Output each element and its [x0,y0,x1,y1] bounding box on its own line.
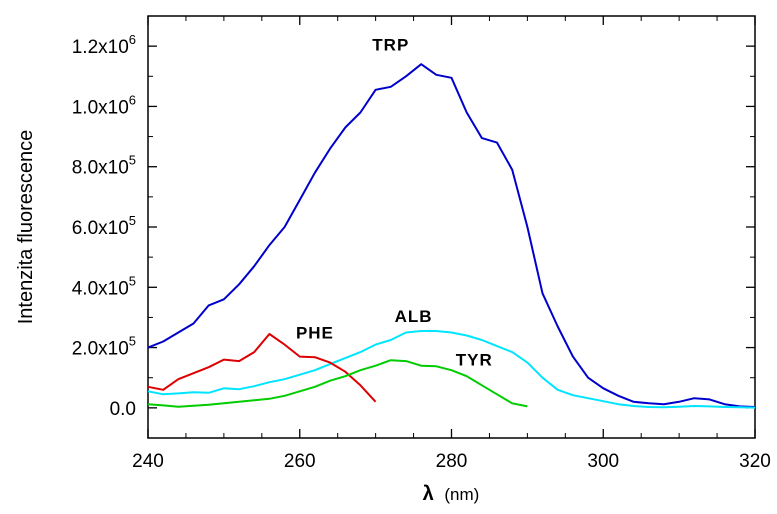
y-tick-label: 4.0x105 [72,273,136,299]
series-line-tyr [147,359,528,408]
x-tick-label: 300 [587,451,619,472]
x-axis-symbol: λ [423,483,434,505]
x-tick-label: 260 [284,451,316,472]
y-tick-label: 1.2x106 [72,32,136,58]
y-tick-label: 6.0x105 [72,213,136,239]
x-tick-label: 240 [132,451,164,472]
x-axis-unit: (nm) [444,485,479,504]
series-label-tyr: TYR [456,351,493,370]
series-labels: TRP ALB PHE TYR [296,36,493,370]
series-label-phe: PHE [296,324,334,343]
y-tick-label: 8.0x105 [72,153,136,179]
x-axis-title: λ (nm) [423,483,480,505]
series-lines [147,63,756,409]
x-tick-label: 280 [436,451,468,472]
series-label-trp: TRP [372,36,409,55]
axis-ticks: 240 260 280 300 320 0.0 2.0x105 4.0x105 6.0x105 8… [72,16,771,472]
y-axis-title: Intenzita fluorescence [15,130,37,325]
series-line-alb [147,330,756,409]
y-tick-label: 2.0x105 [72,334,136,360]
series-line-trp [147,63,756,408]
series-label-alb: ALB [395,307,433,326]
y-tick-label: 1.0x106 [72,92,136,118]
y-tick-label: 0.0 [110,399,136,420]
x-tick-label: 320 [739,451,771,472]
series-line-phe [147,333,377,403]
